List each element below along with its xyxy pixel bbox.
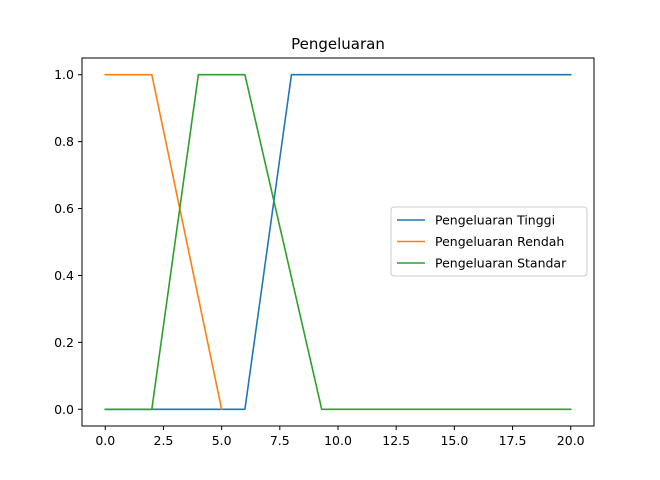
y-tick-label: 0.6 [54,201,74,216]
y-tick-label: 0.8 [54,134,74,149]
x-tick-label: 0.0 [95,433,115,448]
legend-label: Pengeluaran Standar [435,256,567,271]
chart-title: Pengeluaran [291,35,385,53]
series-line-2 [104,73,223,411]
x-tick-label: 2.5 [154,433,174,448]
y-tick-label: 0.0 [54,402,74,417]
x-tick-label: 15.0 [440,433,468,448]
legend-label: Pengeluaran Tinggi [435,213,555,228]
series-line-1 [104,73,572,411]
legend: Pengeluaran Tinggi Pengeluaran Rendah Peng… [390,206,588,277]
legend-box [390,206,588,277]
y-tick-label: 1.0 [54,67,74,82]
y-tick-label: 0.4 [54,268,74,283]
x-tick-label: 12.5 [382,433,410,448]
x-tick-label: 20.0 [557,433,585,448]
series-layer [104,73,572,411]
legend-label: Pengeluaran Rendah [435,234,564,249]
x-tick-label: 10.0 [324,433,352,448]
x-tick-label: 7.5 [270,433,290,448]
series-line-3 [104,73,572,411]
x-tick-label: 17.5 [499,433,527,448]
y-tick-label: 0.2 [54,335,74,350]
axis-layer: 0.0 2.5 5.0 7.5 10.0 12.5 15.0 17.5 20.0 0.0 0.2 0.… [54,57,595,448]
x-tick-label: 5.0 [212,433,232,448]
